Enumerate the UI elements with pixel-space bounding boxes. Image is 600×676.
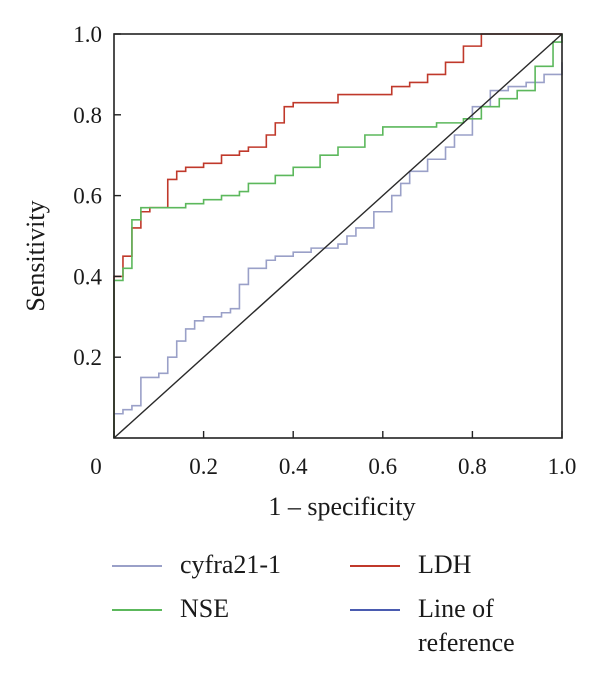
legend-swatch-nse (112, 609, 162, 611)
x-tick-label: 0.4 (279, 454, 308, 479)
legend-swatch-cyfra21-1 (112, 565, 162, 567)
legend-label-line-of-reference: Line of reference (418, 594, 515, 657)
y-axis-label: Sensitivity (21, 200, 50, 311)
x-tick-label: 0.6 (368, 454, 397, 479)
x-tick-label: 0 (90, 454, 102, 479)
x-tick-label: 0.8 (458, 454, 487, 479)
series-line-ldh (113, 33, 562, 438)
y-tick-label: 1.0 (73, 22, 102, 47)
y-tick-label: 0.2 (73, 345, 102, 370)
legend-label-ldh: LDH (418, 550, 472, 579)
legend-item-ldh: LDH (350, 548, 568, 582)
legend-label-nse: NSE (180, 594, 230, 623)
y-tick-label: 0.8 (73, 103, 102, 128)
legend-item-nse: NSE (112, 592, 330, 626)
y-tick-label: 0.6 (73, 184, 102, 209)
legend-swatch-ldh (350, 565, 400, 567)
y-tick-label: 0.4 (73, 264, 102, 289)
legend-swatch-line-of-reference (350, 609, 400, 611)
axes-layer: 0.2 0.4 0.6 0.8 1.0 0 0.2 0.4 0.6 0.8 1.0 (73, 22, 576, 479)
series-line-cyfra21-1 (113, 62, 563, 438)
x-tick-label: 1.0 (548, 454, 577, 479)
plot-frame (113, 33, 563, 439)
series-layer (113, 33, 563, 439)
x-tick-label: 0.2 (189, 454, 218, 479)
series-line-line-of-reference (113, 33, 563, 439)
roc-chart: 0.2 0.4 0.6 0.8 1.0 0 0.2 0.4 0.6 0.8 1.0 Sensitiv… (21, 22, 576, 521)
legend-item-line-of-reference: Line of reference (350, 592, 568, 660)
x-axis-label: 1 – specificity (268, 492, 415, 521)
legend-label-cyfra21-1: cyfra21-1 (180, 550, 282, 579)
legend-item-cyfra21-1: cyfra21-1 (112, 548, 330, 582)
series-line-nse (113, 34, 563, 438)
